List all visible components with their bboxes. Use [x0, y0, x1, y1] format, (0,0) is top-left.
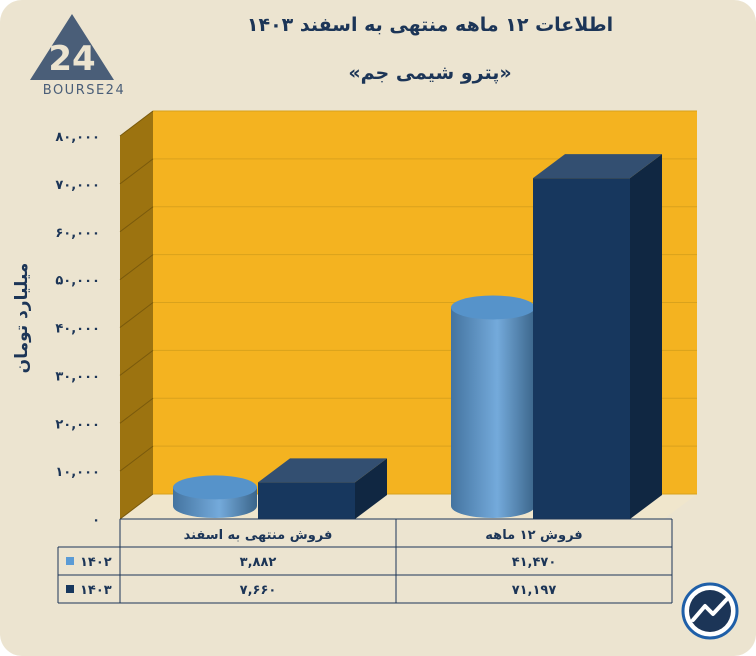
bar-top [258, 458, 387, 483]
y-tick-label: ۴۰,۰۰۰ [55, 322, 100, 337]
chart-title: اطلاعات ۱۲ ماهه منتهی به اسفند ۱۴۰۳ [246, 14, 614, 36]
bar-1-series-1 [533, 154, 662, 520]
grid-line-side [119, 445, 154, 472]
grid-line-side [119, 397, 154, 424]
bar-top [173, 475, 257, 500]
y-tick-label: ۰ [92, 513, 100, 528]
y-tick-label: ۸۰,۰۰۰ [55, 130, 100, 145]
bar-body [451, 307, 535, 518]
bar-top [533, 154, 662, 179]
y-axis-label: میلیارد تومان [12, 262, 32, 374]
y-tick-label: ۲۰,۰۰۰ [55, 417, 100, 432]
data-label: ۷,۶۶۰ [240, 583, 277, 598]
grid-line-side [119, 206, 154, 233]
logo-mark: 24 [48, 39, 95, 79]
data-label: ۷۱,۱۹۷ [512, 583, 557, 598]
bar-side [355, 458, 387, 519]
logo-triangle [30, 14, 114, 80]
bar-1-series-0 [451, 295, 535, 518]
y-tick-label: ۵۰,۰۰۰ [55, 274, 100, 289]
grid-line-side [119, 158, 154, 185]
category-label: فروش منتهی به اسفند [184, 528, 333, 543]
grid-line-side [119, 349, 154, 376]
legend-label: ۱۴۰۳ [80, 583, 112, 598]
corner-logo-icon [681, 582, 739, 640]
grid-line-side [119, 493, 154, 520]
y-tick-label: ۳۰,۰۰۰ [55, 369, 100, 384]
bar-front [258, 482, 355, 519]
grid-line-side [119, 302, 154, 328]
logo: 24 [30, 14, 114, 80]
bar-front [533, 178, 630, 520]
data-table: فروش منتهی به اسفند فروش ۱۲ ماهه ۱۴۰۲ ۳,۸۸۲… [57, 518, 673, 604]
legend-swatch [66, 585, 74, 593]
bar-top [451, 295, 535, 320]
grid-line-side [119, 110, 154, 137]
logo-text: BOURSE24 [42, 83, 126, 98]
y-tick-label: ۷۰,۰۰۰ [55, 178, 100, 193]
data-label: ۴۱,۴۷۰ [512, 555, 557, 570]
grid-line-side [119, 254, 154, 281]
bar-0-series-1 [258, 458, 387, 519]
category-label: فروش ۱۲ ماهه [485, 528, 582, 543]
y-tick-label: ۱۰,۰۰۰ [55, 465, 100, 480]
bar-0-series-0 [173, 475, 257, 518]
data-label: ۳,۸۸۲ [240, 555, 277, 570]
bar-side [630, 154, 662, 520]
legend-swatch [66, 557, 74, 565]
legend-label: ۱۴۰۲ [80, 555, 112, 570]
chart-subtitle: «پترو شیمی جم» [348, 62, 512, 84]
y-tick-label: ۶۰,۰۰۰ [55, 226, 100, 241]
